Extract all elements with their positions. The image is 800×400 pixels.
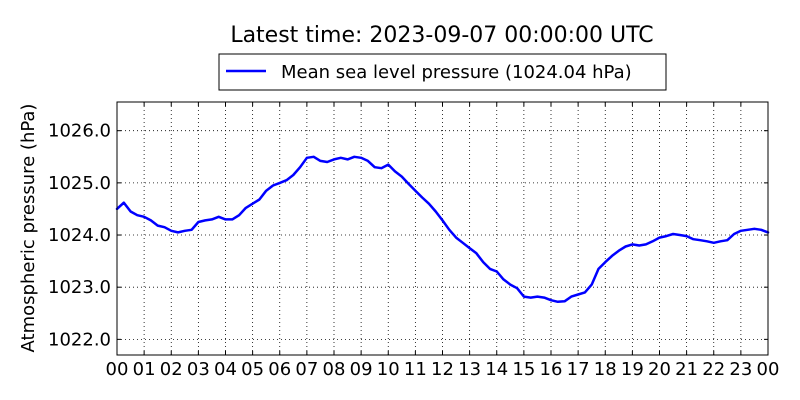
y-tick-label: 1025.0 — [48, 173, 111, 194]
x-tick-labels: 00 01 02 03 04 05 06 07 08 09 10 11 12 13 14 15 16 17 18 19… — [106, 359, 780, 380]
grid-layer — [117, 102, 768, 355]
y-tick-label: 1022.0 — [48, 329, 111, 350]
x-tick-label: 12 — [431, 359, 454, 380]
x-tick-label: 15 — [512, 359, 535, 380]
series-layer — [115, 155, 770, 304]
x-tick-label: 09 — [350, 359, 373, 380]
x-tick-label: 00 — [757, 359, 780, 380]
x-tick-label: 06 — [268, 359, 291, 380]
y-tick-label: 1023.0 — [48, 277, 111, 298]
y-tick-label: 1026.0 — [48, 121, 111, 142]
x-tick-label: 11 — [404, 359, 427, 380]
x-tick-label: 03 — [187, 359, 210, 380]
x-tick-label: 13 — [458, 359, 481, 380]
x-tick-label: 00 — [106, 359, 129, 380]
x-tick-label: 23 — [729, 359, 752, 380]
legend-label: Mean sea level pressure (1024.04 hPa) — [281, 62, 632, 83]
x-tick-label: 01 — [133, 359, 156, 380]
x-tick-label: 05 — [241, 359, 264, 380]
y-axis-label: Atmospheric pressure (hPa) — [18, 104, 39, 353]
x-tick-label: 18 — [594, 359, 617, 380]
legend-box — [218, 53, 667, 91]
y-tick-label: 1024.0 — [48, 225, 111, 246]
series-line-mean-sea-level-pressure — [115, 155, 770, 304]
x-tick-label: 14 — [485, 359, 508, 380]
x-tick-label: 02 — [160, 359, 183, 380]
tick-layer — [116, 102, 769, 355]
y-tick-labels: 1022.0 1023.0 1024.0 1025.0 1026.0 — [48, 121, 111, 351]
x-tick-label: 08 — [323, 359, 346, 380]
x-tick-label: 20 — [648, 359, 671, 380]
x-tick-label: 21 — [675, 359, 698, 380]
legend: Mean sea level pressure (1024.04 hPa) — [218, 53, 667, 91]
x-tick-label: 17 — [567, 359, 590, 380]
x-tick-label: 22 — [702, 359, 725, 380]
chart-title: Latest time: 2023-09-07 00:00:00 UTC — [230, 23, 653, 48]
x-tick-label: 19 — [621, 359, 644, 380]
x-tick-label: 10 — [377, 359, 400, 380]
x-tick-label: 16 — [540, 359, 563, 380]
x-tick-label: 04 — [214, 359, 237, 380]
x-tick-label: 07 — [295, 359, 318, 380]
